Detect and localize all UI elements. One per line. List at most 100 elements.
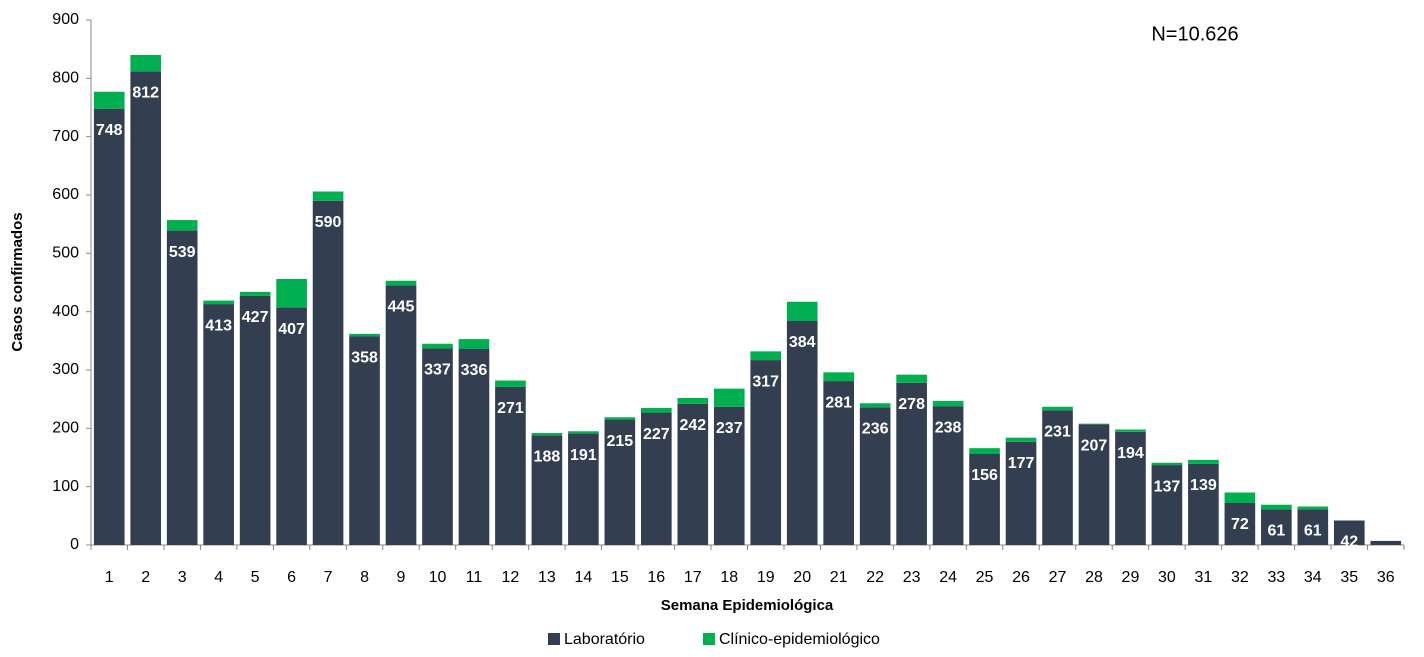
bar-segment <box>422 348 453 545</box>
bar-segment <box>677 403 709 545</box>
data-label: 413 <box>205 317 232 334</box>
x-tick-label: 4 <box>214 569 223 586</box>
data-label: 337 <box>424 362 451 379</box>
bar-segment <box>568 431 599 434</box>
data-label: 139 <box>1190 477 1217 494</box>
bar-segment <box>1261 504 1292 510</box>
x-tick-label: 2 <box>141 569 150 586</box>
bar-segment <box>896 382 927 545</box>
bar-segment <box>166 230 198 546</box>
data-label: 812 <box>132 85 159 102</box>
y-tick-label: 800 <box>52 70 79 87</box>
y-tick-label: 600 <box>52 186 79 203</box>
bar-segment <box>1188 459 1219 464</box>
x-tick-label: 36 <box>1377 569 1395 586</box>
x-tick-label: 5 <box>251 569 260 586</box>
bar-segment <box>385 285 417 545</box>
x-tick-label: 30 <box>1158 569 1176 586</box>
bar-segment <box>1005 437 1037 442</box>
bar-segment <box>1224 503 1256 545</box>
data-label: 271 <box>497 400 524 417</box>
bar-segment <box>239 291 271 296</box>
x-tick-label: 15 <box>611 569 629 586</box>
bar-segment <box>495 380 526 387</box>
bar-segment <box>93 91 125 109</box>
x-tick-label: 34 <box>1304 569 1322 586</box>
x-tick-label: 23 <box>903 569 921 586</box>
legend-swatch <box>702 633 715 645</box>
bar-segment <box>1188 463 1219 545</box>
data-label: 61 <box>1304 523 1322 540</box>
bar-segment <box>349 333 380 337</box>
data-label: 445 <box>388 299 415 316</box>
x-tick-label: 22 <box>866 569 884 586</box>
x-tick-label: 20 <box>793 569 811 586</box>
y-tick-label: 700 <box>52 128 79 145</box>
data-label: 590 <box>315 214 342 231</box>
data-label: 42 <box>1340 534 1358 551</box>
x-tick-label: 13 <box>538 569 556 586</box>
data-label: 191 <box>570 447 597 464</box>
bar-segment <box>312 200 344 546</box>
data-label: 358 <box>351 349 378 366</box>
x-tick-label: 31 <box>1195 569 1213 586</box>
y-tick-label: 200 <box>52 420 79 437</box>
bar-segment <box>1333 520 1365 545</box>
bar-segment <box>1261 509 1292 545</box>
bar-segment <box>1042 406 1073 411</box>
bar-segment <box>1115 429 1146 432</box>
bar-segment <box>932 406 964 545</box>
bar-segment <box>531 433 563 436</box>
bar-segment <box>203 300 234 305</box>
data-label: 281 <box>825 394 852 411</box>
bar-segment <box>1078 423 1110 425</box>
x-tick-label: 21 <box>830 569 848 586</box>
bar-segment <box>93 108 125 546</box>
y-tick-label: 100 <box>52 478 79 495</box>
bar-segment <box>641 407 672 413</box>
bar-segment <box>1078 424 1110 545</box>
x-tick-label: 12 <box>502 569 520 586</box>
bar-segment <box>276 279 307 308</box>
x-tick-label: 27 <box>1049 569 1067 586</box>
data-label: 156 <box>971 467 998 484</box>
x-tick-label: 11 <box>466 569 483 586</box>
x-tick-label: 32 <box>1231 569 1249 586</box>
data-label: 539 <box>169 244 196 261</box>
data-label: 215 <box>606 433 633 450</box>
data-label: 194 <box>1117 445 1144 462</box>
x-tick-label: 28 <box>1085 569 1103 586</box>
data-label: 72 <box>1231 516 1249 533</box>
x-tick-label: 33 <box>1267 569 1285 586</box>
bar-segment <box>713 388 745 407</box>
bar-segment <box>604 419 636 545</box>
bar-segment <box>932 400 964 407</box>
data-label: 336 <box>461 362 488 379</box>
legend-label: Clínico-epidemiológico <box>719 631 880 648</box>
x-tick-label: 24 <box>939 569 957 586</box>
bar-segment <box>641 412 672 545</box>
x-tick-label: 3 <box>178 569 187 586</box>
x-tick-label: 7 <box>324 569 333 586</box>
x-tick-label: 1 <box>105 569 114 586</box>
x-tick-label: 26 <box>1012 569 1030 586</box>
bar-segment <box>312 191 344 201</box>
x-tick-label: 14 <box>574 569 592 586</box>
data-label: 61 <box>1267 523 1285 540</box>
data-label: 231 <box>1044 423 1071 440</box>
bar-segment <box>604 417 636 420</box>
data-label: 207 <box>1081 437 1108 454</box>
bar-segment <box>239 295 271 545</box>
x-axis-title: Semana Epidemiológica <box>661 597 834 614</box>
bar-segment <box>859 403 891 408</box>
x-tick-label: 6 <box>287 569 296 586</box>
x-tick-label: 8 <box>360 569 369 586</box>
bar-segment <box>458 339 490 349</box>
data-label: 427 <box>242 309 269 326</box>
bar-segment <box>786 321 818 545</box>
data-label: 227 <box>643 426 670 443</box>
bar-segment <box>422 343 453 349</box>
data-label: 188 <box>534 449 561 466</box>
data-label: 177 <box>1008 455 1035 472</box>
